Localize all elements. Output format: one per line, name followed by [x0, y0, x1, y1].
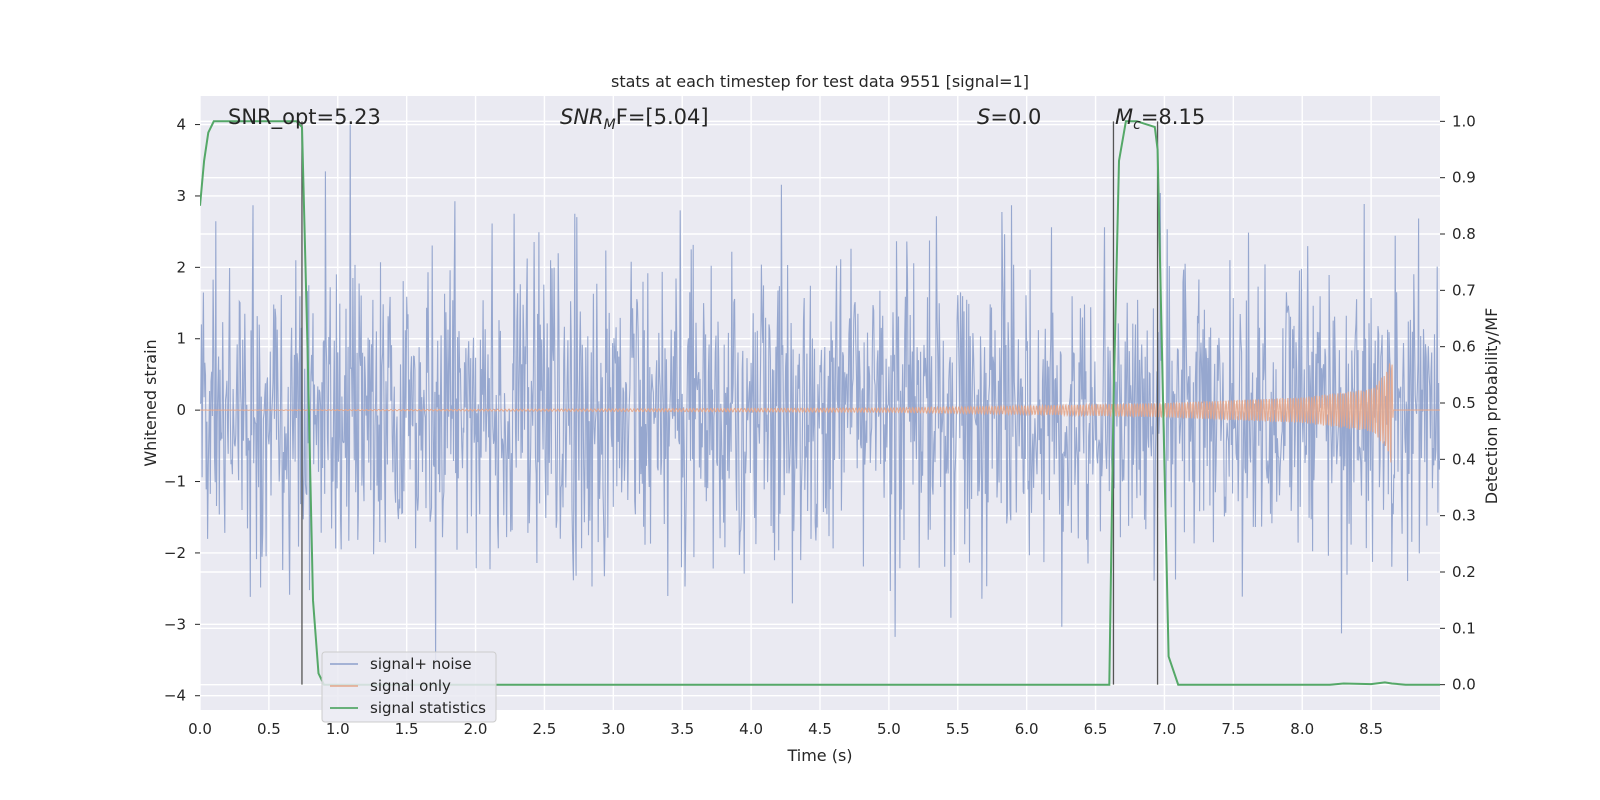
y-right-tick-label: 1.0: [1452, 112, 1476, 130]
y-left-tick-label: 1: [176, 330, 186, 348]
y-axis-left-ticks: 4 3 2 1 0 −1 −2 −3 −4: [164, 116, 200, 705]
x-tick-label: 4.0: [739, 720, 763, 738]
x-tick-label: 3.5: [670, 720, 694, 738]
y-right-tick-label: 0.7: [1452, 281, 1476, 299]
x-tick-label: 3.0: [601, 720, 625, 738]
series-signal-only-line: [200, 363, 1440, 463]
y-left-tick-label: −2: [164, 544, 186, 562]
x-tick-label: 5.5: [946, 720, 970, 738]
annotation-mc-sub: c: [1133, 117, 1141, 133]
y-right-tick-label: 0.4: [1452, 450, 1476, 468]
y-axis-right-label: Detection probability/MF: [1482, 308, 1501, 505]
data-layer: [200, 120, 1440, 686]
annotation-mc-main: M: [1115, 105, 1133, 129]
legend-label-signal-only: signal only: [370, 677, 451, 695]
y-right-tick-label: 0.5: [1452, 394, 1476, 412]
chart-title: stats at each timestep for test data 955…: [611, 72, 1029, 91]
x-tick-label: 0.5: [257, 720, 281, 738]
y-right-tick-label: 0.3: [1452, 507, 1476, 525]
y-right-tick-label: 0.2: [1452, 563, 1476, 581]
annotation-s-main: S: [977, 105, 990, 129]
annotation-snr-mf-rest: F=[5.04]: [616, 105, 709, 129]
annotation-s: S=0.0: [977, 105, 1041, 129]
x-tick-label: 4.5: [808, 720, 832, 738]
annotation-mc-rest: =8.15: [1141, 105, 1205, 129]
y-right-tick-label: 0.6: [1452, 338, 1476, 356]
annotation-snr-opt: SNR_opt=5.23: [228, 105, 381, 130]
legend-label-signal-statistics: signal statistics: [370, 699, 486, 717]
y-left-tick-label: 4: [176, 116, 186, 134]
annotation-snr-mf-sub: M: [604, 117, 616, 133]
y-left-tick-label: 0: [176, 401, 186, 419]
series-signal-statistics-line: [200, 120, 1440, 686]
y-left-tick-label: 2: [176, 258, 186, 276]
y-right-tick-label: 0.8: [1452, 225, 1476, 243]
y-right-tick-label: 0.1: [1452, 619, 1476, 637]
x-tick-label: 8.0: [1290, 720, 1314, 738]
x-tick-label: 7.5: [1221, 720, 1245, 738]
y-left-tick-label: −3: [164, 615, 186, 633]
y-right-tick-label: 0.0: [1452, 676, 1476, 694]
annotation-snr-mf: SNRMF=[5.04]: [560, 105, 709, 133]
x-tick-label: 2.0: [464, 720, 488, 738]
x-tick-label: 6.5: [1084, 720, 1108, 738]
y-left-tick-label: −4: [164, 687, 186, 705]
y-axis-left-label: Whitened strain: [141, 339, 160, 466]
x-tick-label: 6.0: [1015, 720, 1039, 738]
x-tick-label: 1.0: [326, 720, 350, 738]
x-axis-label: Time (s): [786, 746, 852, 765]
x-tick-label: 1.5: [395, 720, 419, 738]
annotation-snr-mf-main: SNR: [560, 105, 604, 129]
x-axis-ticks: 0.0 0.5 1.0 1.5 2.0 2.5 3.0 3.5 4.0 4.5 5.0 5.5 6.0 6…: [188, 720, 1383, 738]
x-tick-label: 8.5: [1359, 720, 1383, 738]
annotation-s-rest: =0.0: [990, 105, 1041, 129]
legend-box: [321, 651, 497, 723]
annotation-mc: Mc=8.15: [1115, 105, 1205, 133]
series-signal-noise-line: [200, 124, 1440, 668]
y-left-tick-label: −1: [164, 473, 186, 491]
legend: signal+ noise signal only signal statist…: [321, 651, 497, 723]
x-tick-label: 7.0: [1153, 720, 1177, 738]
x-tick-label: 5.0: [877, 720, 901, 738]
x-tick-label: 0.0: [188, 720, 212, 738]
y-right-tick-label: 0.9: [1452, 169, 1476, 187]
y-axis-right-ticks: 1.0 0.9 0.8 0.7 0.6 0.5 0.4 0.3 0.2 0.1 0.0: [1440, 112, 1476, 694]
y-left-tick-label: 3: [176, 187, 186, 205]
x-tick-label: 2.5: [533, 720, 557, 738]
legend-label-signal-noise: signal+ noise: [370, 655, 472, 673]
